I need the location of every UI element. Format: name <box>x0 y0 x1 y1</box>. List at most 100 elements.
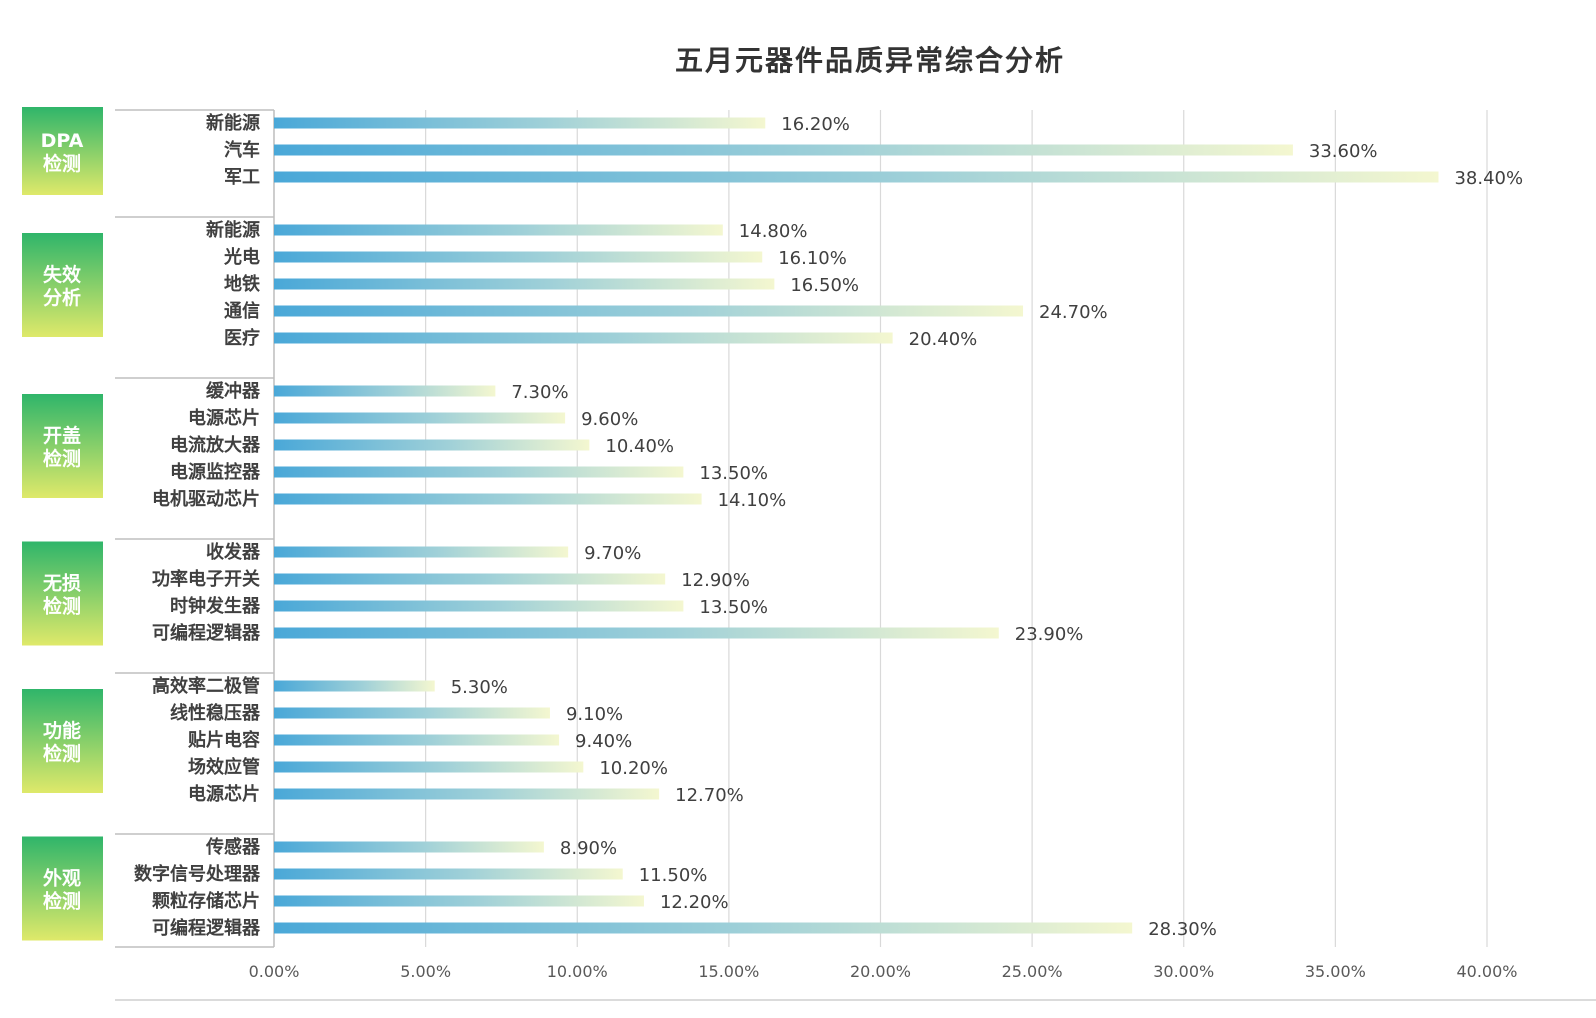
category-label: 颗粒存储芯片 <box>152 890 260 912</box>
x-tick-label: 20.00% <box>850 962 911 981</box>
data-label: 5.30% <box>451 677 508 698</box>
x-tick-label: 10.00% <box>547 962 608 981</box>
group-separators <box>115 109 275 948</box>
category-label: 功率电子开关 <box>152 568 260 590</box>
bar <box>274 439 590 451</box>
data-label: 7.30% <box>511 382 568 403</box>
group-box <box>22 541 103 646</box>
category-label: 地铁 <box>224 273 260 295</box>
group-label: 无损 <box>43 573 81 595</box>
bar <box>274 224 723 236</box>
group-box <box>22 836 103 941</box>
bar <box>274 117 766 129</box>
data-label: 20.40% <box>909 329 978 350</box>
data-label: 16.50% <box>790 275 859 296</box>
group-label: 检测 <box>43 447 81 470</box>
bar <box>274 251 763 263</box>
bar <box>274 278 775 290</box>
data-label: 14.10% <box>718 490 787 511</box>
category-label: 时钟发生器 <box>170 595 261 617</box>
category-label: 可编程逻辑器 <box>152 917 261 939</box>
data-label: 33.60% <box>1309 141 1378 162</box>
bars <box>274 117 1439 934</box>
x-tick-label: 40.00% <box>1456 962 1517 981</box>
category-label: 场效应管 <box>188 756 260 778</box>
bar <box>274 627 999 639</box>
bar <box>274 546 569 558</box>
category-label: 光电 <box>223 246 260 268</box>
bar <box>274 788 660 800</box>
bar <box>274 680 435 692</box>
bar <box>274 144 1293 156</box>
x-tick-label: 5.00% <box>400 962 451 981</box>
bar <box>274 841 544 853</box>
bar <box>274 493 702 505</box>
group-label: DPA <box>41 130 84 152</box>
group-label: 开盖 <box>43 424 81 447</box>
category-label: 电源芯片 <box>188 407 260 429</box>
data-label: 13.50% <box>699 463 768 484</box>
bar <box>274 466 684 478</box>
x-tick-label: 15.00% <box>698 962 759 981</box>
category-label: 线性稳压器 <box>170 702 261 724</box>
bar <box>274 868 623 880</box>
data-label: 28.30% <box>1148 919 1217 940</box>
category-label: 新能源 <box>206 112 260 134</box>
gridlines <box>273 110 1488 947</box>
bar <box>274 761 584 773</box>
data-label: 16.10% <box>778 248 847 269</box>
data-label: 16.20% <box>781 114 850 135</box>
bar <box>274 385 496 397</box>
category-label: 汽车 <box>224 139 260 161</box>
x-tick-label: 35.00% <box>1305 962 1366 981</box>
category-label: 高效率二极管 <box>152 675 260 697</box>
category-label: 缓冲器 <box>206 380 261 402</box>
group-box <box>22 689 103 793</box>
group-label: 检测 <box>43 152 81 175</box>
x-axis-ticks: 0.00% 5.00% 10.00% 15.00% 20.00% 25.00% 30.00%… <box>249 962 1518 981</box>
group-label: 检测 <box>43 595 81 618</box>
group-label: 检测 <box>43 742 81 765</box>
category-label: 可编程逻辑器 <box>152 622 261 644</box>
chart-title: 五月元器件品质异常综合分析 <box>675 44 1065 77</box>
x-tick-label: 30.00% <box>1153 962 1214 981</box>
bar <box>274 734 560 746</box>
group-label: 失效 <box>43 263 81 286</box>
bar <box>274 895 644 907</box>
bar <box>274 600 684 612</box>
category-label: 数字信号处理器 <box>134 863 261 885</box>
data-label: 13.50% <box>699 597 768 618</box>
x-tick-label: 25.00% <box>1002 962 1063 981</box>
data-label: 14.80% <box>739 221 808 242</box>
category-label: 传感器 <box>205 836 261 858</box>
category-label: 电机驱动芯片 <box>152 488 260 510</box>
data-label: 12.70% <box>675 785 744 806</box>
data-label: 9.70% <box>584 543 641 564</box>
category-label: 新能源 <box>206 219 260 241</box>
bar <box>274 922 1133 934</box>
data-label: 9.10% <box>566 704 623 725</box>
category-label: 收发器 <box>206 541 261 563</box>
group-box <box>22 394 103 498</box>
data-label: 8.90% <box>560 838 617 859</box>
bar <box>274 707 550 719</box>
data-label: 11.50% <box>639 865 708 886</box>
bar <box>274 171 1439 183</box>
category-label: 贴片电容 <box>188 729 260 751</box>
group-label: 分析 <box>43 286 81 309</box>
data-label: 12.20% <box>660 892 729 913</box>
category-label: 军工 <box>224 167 260 188</box>
category-label: 电源芯片 <box>188 783 260 805</box>
bar <box>274 573 666 585</box>
category-label: 电流放大器 <box>170 434 261 456</box>
data-label: 9.40% <box>575 731 632 752</box>
group-box <box>22 107 103 195</box>
bar <box>274 305 1024 317</box>
data-label: 38.40% <box>1454 168 1523 189</box>
category-label: 通信 <box>224 300 260 322</box>
category-label: 电源监控器 <box>170 461 261 483</box>
group-label: 外观 <box>43 867 81 890</box>
group-box <box>22 233 103 337</box>
